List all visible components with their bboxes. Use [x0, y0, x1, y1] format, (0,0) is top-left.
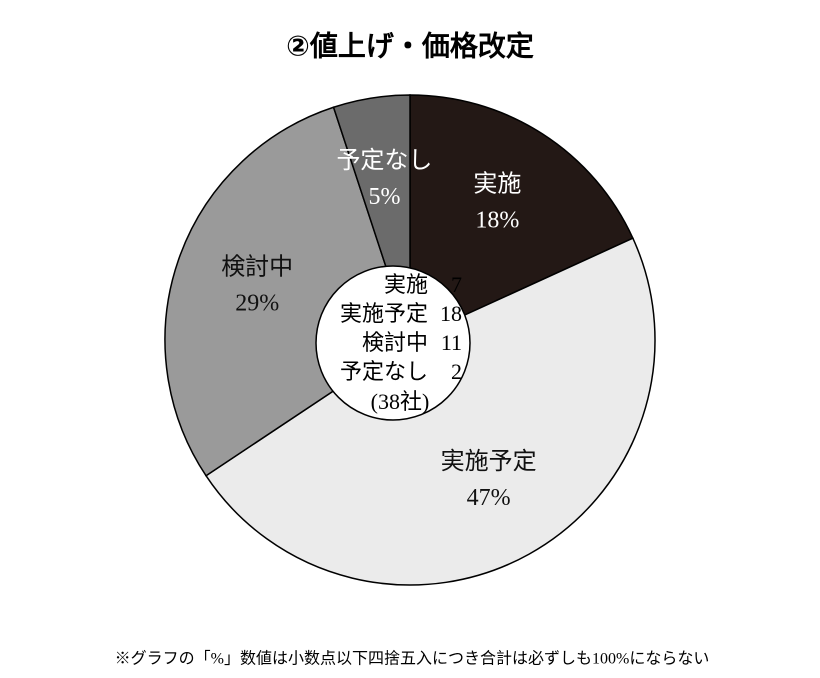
pie-slice — [164, 106, 411, 477]
center-count: 18 — [440, 301, 462, 326]
pie-slice — [409, 94, 634, 342]
center-circle — [315, 265, 471, 421]
center-category: 検討中 — [362, 330, 428, 355]
footnote: ※グラフの「%」数値は小数点以下四捨五入につき合計は必ずしも100%にならない — [115, 650, 710, 668]
slice-label: 実施 — [473, 170, 521, 197]
slice-value-label: 47% — [467, 485, 511, 511]
chart-title: ②値上げ・価格改定 — [286, 29, 534, 61]
center-count: 7 — [451, 272, 462, 297]
slice-value-label: 18% — [475, 207, 519, 233]
slice-value-label: 29% — [235, 291, 279, 317]
slice-value-label: 5% — [368, 184, 400, 210]
center-category: 予定なし — [340, 359, 428, 384]
center-count: 2 — [451, 359, 462, 384]
pie-slice — [204, 237, 656, 586]
center-count: 11 — [441, 330, 462, 355]
slice-label: 予定なし — [336, 147, 432, 174]
center-category: 実施予定 — [340, 301, 428, 326]
slice-label: 検討中 — [221, 254, 293, 281]
center-total: (38社) — [371, 389, 430, 414]
slice-label: 実施予定 — [441, 448, 537, 475]
center-category: 実施 — [384, 272, 428, 297]
